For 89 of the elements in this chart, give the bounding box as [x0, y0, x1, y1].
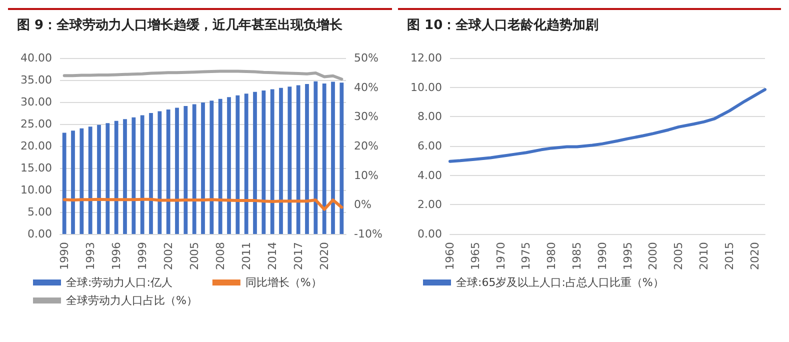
chart-title: 图 9：全球劳动力人口增长趋缓，近几年甚至出现负增长: [17, 17, 344, 33]
bar: [262, 90, 266, 234]
legend-label: 全球:65岁及以上人口:占总人口比重（%）: [456, 276, 664, 289]
x-tick-label: 1960: [444, 242, 456, 270]
bar: [140, 115, 144, 234]
y-tick-label: 12.00: [410, 52, 442, 64]
line-series: [448, 88, 766, 163]
bar: [114, 120, 118, 234]
y2-tick-label: 50%: [354, 52, 378, 64]
x-tick-label: 1980: [545, 242, 558, 270]
legend-label: 同比增长（%）: [245, 276, 322, 289]
y-tick-label: 8.00: [418, 110, 442, 124]
x-tick-label: 2020: [318, 242, 331, 270]
x-tick-label: 2011: [240, 242, 253, 270]
bar: [253, 92, 257, 234]
bar: [210, 100, 214, 234]
x-tick-label: 2005: [188, 242, 201, 270]
y-tick-label: 6.00: [418, 140, 442, 152]
bar: [88, 126, 92, 234]
bar: [106, 123, 110, 234]
x-tick-label: 1965: [468, 242, 482, 270]
bar: [71, 130, 75, 234]
x-tick-label: 1999: [136, 242, 149, 270]
bar: [279, 88, 283, 234]
y2-tick-label: 30%: [354, 110, 378, 124]
bar: [132, 117, 136, 234]
bar: [97, 124, 101, 234]
bar: [201, 102, 205, 234]
bar: [184, 106, 188, 234]
y-tick-label: 10.00: [410, 80, 442, 94]
y2-tick-label: 0%: [354, 198, 372, 212]
bar: [123, 119, 127, 234]
x-tick-label: 1975: [520, 242, 533, 270]
x-tick-label: 1990: [58, 242, 71, 270]
x-tick-label: 1996: [110, 242, 123, 270]
line-series: [62, 70, 344, 81]
legend-label: 全球:劳动力人口:亿人: [66, 276, 172, 289]
y-tick-label: 20.00: [20, 140, 52, 152]
y-tick-label: 25.00: [20, 118, 52, 130]
bar: [149, 113, 153, 234]
y-tick-label: 0.00: [28, 228, 52, 240]
y-tick-label: 5.00: [28, 206, 52, 218]
y-tick-label: 0.00: [418, 228, 442, 240]
y-tick-label: 10.00: [20, 184, 52, 196]
bar: [192, 104, 196, 234]
bar: [288, 86, 292, 234]
bar: [244, 94, 248, 234]
chart-title: 图 10：全球人口老龄化趋势加剧: [407, 17, 599, 33]
bar: [62, 132, 66, 234]
bar: [175, 108, 179, 234]
x-tick-label: 2005: [672, 242, 686, 270]
bar: [305, 84, 309, 234]
x-tick-label: 1993: [84, 242, 97, 270]
line-series: [62, 198, 344, 211]
x-tick-label: 1970: [494, 242, 508, 270]
bar: [322, 84, 326, 234]
y-tick-label: 30.00: [20, 96, 52, 108]
x-tick-label: 2008: [214, 242, 227, 270]
x-tick-label: 2002: [162, 242, 175, 270]
x-tick-label: 1990: [596, 242, 609, 270]
x-tick-label: 2014: [266, 242, 279, 270]
x-tick-label: 2010: [698, 242, 711, 270]
x-tick-label: 2020: [748, 242, 762, 270]
y2-tick-label: 20%: [354, 140, 378, 152]
bar: [296, 85, 300, 234]
legend-label: 全球劳动力人口占比（%）: [66, 294, 198, 307]
bar: [340, 82, 344, 234]
x-tick-label: 2015: [722, 242, 736, 270]
y-tick-label: 40.00: [20, 52, 52, 64]
bar: [236, 95, 240, 234]
bar: [80, 128, 84, 234]
y-tick-label: 2.00: [418, 198, 442, 212]
bar: [331, 82, 335, 234]
bar: [227, 97, 231, 234]
x-tick-label: 2017: [292, 242, 305, 270]
y-tick-label: 15.00: [20, 162, 52, 174]
bar: [166, 109, 170, 234]
y2-tick-label: -10%: [354, 228, 382, 240]
y2-tick-label: 40%: [354, 80, 378, 94]
x-tick-label: 1995: [621, 242, 634, 270]
x-tick-label: 1985: [570, 242, 584, 270]
bar: [158, 111, 162, 234]
bar: [218, 98, 222, 234]
y2-tick-label: 10%: [354, 168, 378, 182]
bar: [314, 81, 318, 234]
x-tick-label: 2000: [646, 242, 660, 270]
bar: [270, 89, 274, 234]
y-tick-label: 35.00: [20, 74, 52, 86]
y-tick-label: 4.00: [418, 168, 442, 182]
